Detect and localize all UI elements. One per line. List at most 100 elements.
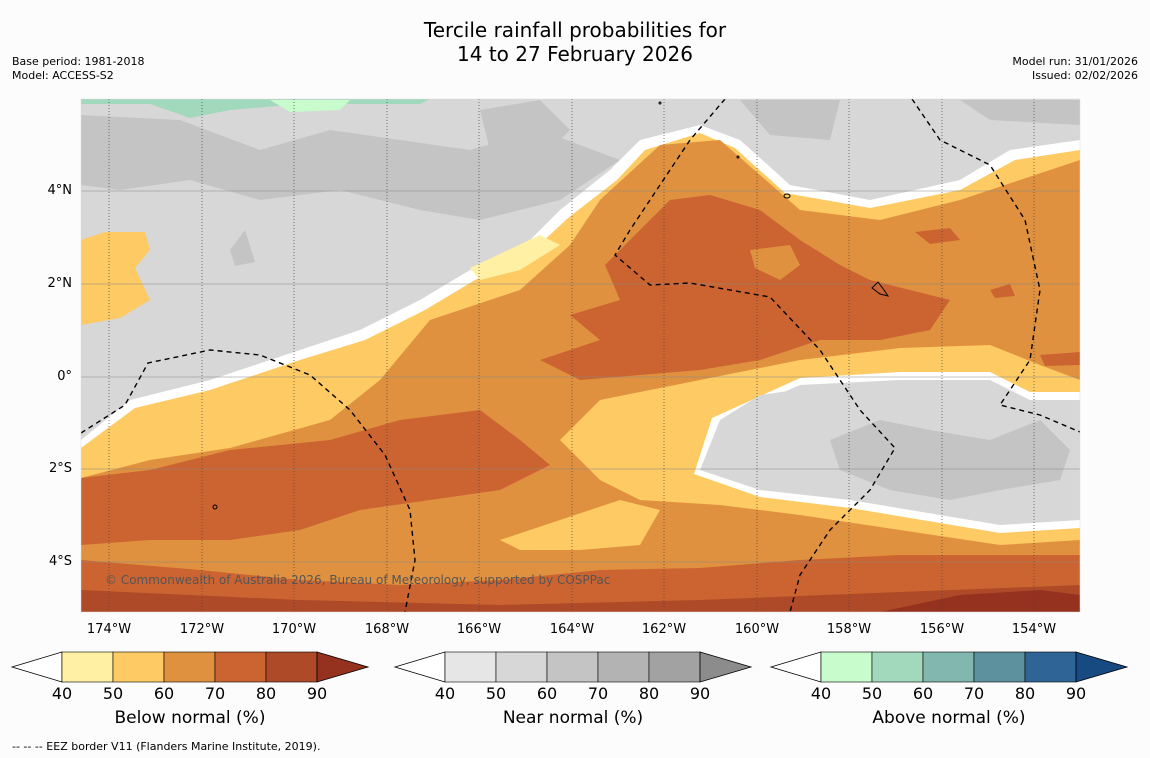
- title-line-2: 14 to 27 February 2026: [457, 42, 693, 66]
- eez-border-west: [81, 349, 416, 612]
- field-below-normal-60-hole: [750, 245, 800, 280]
- lon-label-170W: 170°W: [271, 622, 317, 637]
- colorbar-above-normal-tick: 80: [1014, 684, 1036, 703]
- colorbar-near-normal-swatch: [597, 651, 650, 683]
- colorbar-below-normal-swatch: [112, 651, 165, 683]
- colorbar-near-normal-swatch: [495, 651, 548, 683]
- colorbar-above-normal-swatch: [820, 651, 873, 683]
- lon-label-168W: 168°W: [364, 622, 410, 637]
- lat-label-4S: 4°S: [48, 554, 72, 569]
- field-below-normal-60-patch: [140, 540, 240, 560]
- base-period: Base period: 1981-2018: [12, 55, 145, 68]
- colorbar-below-normal-swatches: [61, 651, 318, 683]
- island-kiritimati: [871, 281, 890, 297]
- eez-border-central: [614, 99, 896, 612]
- colorbar-below-normal-swatch: [214, 651, 267, 683]
- field-above-normal-40: [270, 100, 350, 112]
- field-near-normal-60-north: [81, 115, 620, 220]
- colorbar-near-normal-swatch: [546, 651, 599, 683]
- colorbar-below-normal-tick: 50: [102, 684, 124, 703]
- field-near-normal-60-patch3: [960, 100, 1080, 125]
- lon-label-160W: 160°W: [734, 622, 780, 637]
- island-small-3: [736, 155, 740, 159]
- colorbar-near-normal-extend-low: [393, 651, 446, 683]
- colorbar-below-normal-extend-low: [10, 651, 63, 683]
- field-below-normal-40: [470, 235, 560, 280]
- island-small-1: [212, 504, 218, 510]
- colorbar-above-normal-extend-low: [769, 651, 822, 683]
- colorbar-below-normal-swatch: [265, 651, 318, 683]
- map-frame: [80, 98, 1081, 613]
- field-below-normal-90: [880, 590, 1080, 612]
- lat-label-0: 0°: [57, 369, 72, 384]
- colorbar-below-normal: [10, 651, 370, 683]
- colorbar-below-normal-tick: 80: [255, 684, 277, 703]
- lon-label-166W: 166°W: [456, 622, 502, 637]
- colorbar-above-normal-tick: 90: [1065, 684, 1087, 703]
- lat-label-4N: 4°N: [47, 183, 73, 198]
- lon-label-154W: 154°W: [1011, 622, 1057, 637]
- meta-right: Model run: 31/01/2026 Issued: 02/02/2026: [1012, 55, 1138, 83]
- colorbar-above-normal-swatch: [922, 651, 975, 683]
- colorbar-below-normal-label: Below normal (%): [114, 708, 266, 728]
- lon-label-172W: 172°W: [179, 622, 225, 637]
- colorbar-below-normal-tick: 40: [51, 684, 73, 703]
- colorbar-near-normal-tick: 90: [689, 684, 711, 703]
- colorbar-above-normal-swatches: [820, 651, 1077, 683]
- colorbar-near-normal-swatches: [444, 651, 701, 683]
- colorbar-below-normal-tick: 60: [153, 684, 175, 703]
- colorbar-near-normal-tick: 80: [638, 684, 660, 703]
- colorbar-above-normal-extend-high: [1075, 651, 1129, 683]
- issued-date: Issued: 02/02/2026: [1031, 69, 1138, 82]
- eez-borders: [81, 99, 1080, 612]
- colorbar-above-normal-label: Above normal (%): [872, 708, 1026, 728]
- field-below-normal-80: [81, 585, 1080, 612]
- field-below-normal-70-central: [540, 195, 950, 380]
- colorbar-near-normal-extend-high: [699, 651, 753, 683]
- colorbar-above-normal-tick: 60: [912, 684, 934, 703]
- field-below-normal-50-south: [500, 500, 660, 550]
- colorbar-above-normal-tick: 70: [963, 684, 985, 703]
- model-run: Model run: 31/01/2026: [1012, 55, 1138, 68]
- colorbar-above-normal-tick: 40: [810, 684, 832, 703]
- colorbar-below-normal-tick: 90: [306, 684, 328, 703]
- colorbar-above-normal-swatch: [1024, 651, 1077, 683]
- lon-label-174W: 174°W: [86, 622, 132, 637]
- field-below-normal-50-west: [81, 232, 150, 325]
- colorbar-above-normal: [769, 651, 1129, 683]
- colorbar-near-normal-tick: 60: [536, 684, 558, 703]
- meta-left: Base period: 1981-2018 Model: ACCESS-S2: [12, 55, 144, 83]
- colorbar-near-normal-label: Near normal (%): [502, 708, 644, 728]
- field-near-normal-60-patch4: [230, 230, 255, 266]
- colorbar-below-normal-swatch: [61, 651, 114, 683]
- colorbar-near-normal-tick: 40: [434, 684, 456, 703]
- lon-label-162W: 162°W: [641, 622, 687, 637]
- colorbar-above-normal-swatch: [871, 651, 924, 683]
- copyright-text: © Commonwealth of Australia 2026, Bureau…: [105, 573, 610, 587]
- lon-label-158W: 158°W: [826, 622, 872, 637]
- colorbar-near-normal-swatch: [648, 651, 701, 683]
- title-line-1: Tercile rainfall probabilities for: [423, 18, 727, 42]
- colorbar-below-normal-tick: 70: [204, 684, 226, 703]
- colorbar-above-normal-tick: 50: [861, 684, 883, 703]
- colorbar-near-normal-tick: 50: [485, 684, 507, 703]
- lon-label-164W: 164°W: [549, 622, 595, 637]
- lon-label-156W: 156°W: [919, 622, 965, 637]
- colorbar-below-normal-extend-high: [316, 651, 370, 683]
- islands: [212, 101, 890, 510]
- graticule: [81, 190, 1080, 563]
- field-below-normal-70-patch2: [990, 284, 1015, 298]
- colorbar-near-normal-swatch: [444, 651, 497, 683]
- colorbar-near-normal: [393, 651, 753, 683]
- field-below-normal-70-west: [81, 410, 550, 545]
- eez-legend-footer: -- -- -- EEZ border V11 (Flanders Marine…: [12, 740, 321, 753]
- field-near-normal-60-southeast: [830, 420, 1070, 500]
- colorbar-near-normal-tick: 70: [587, 684, 609, 703]
- island-tabuaeran: [783, 193, 791, 199]
- lat-label-2S: 2°S: [48, 461, 72, 476]
- colorbar-below-normal-swatch: [163, 651, 216, 683]
- field-below-normal-70-patch3: [1040, 352, 1080, 366]
- field-near-normal-60-patch: [480, 100, 570, 160]
- chart-title: Tercile rainfall probabilities for 14 to…: [0, 18, 1150, 66]
